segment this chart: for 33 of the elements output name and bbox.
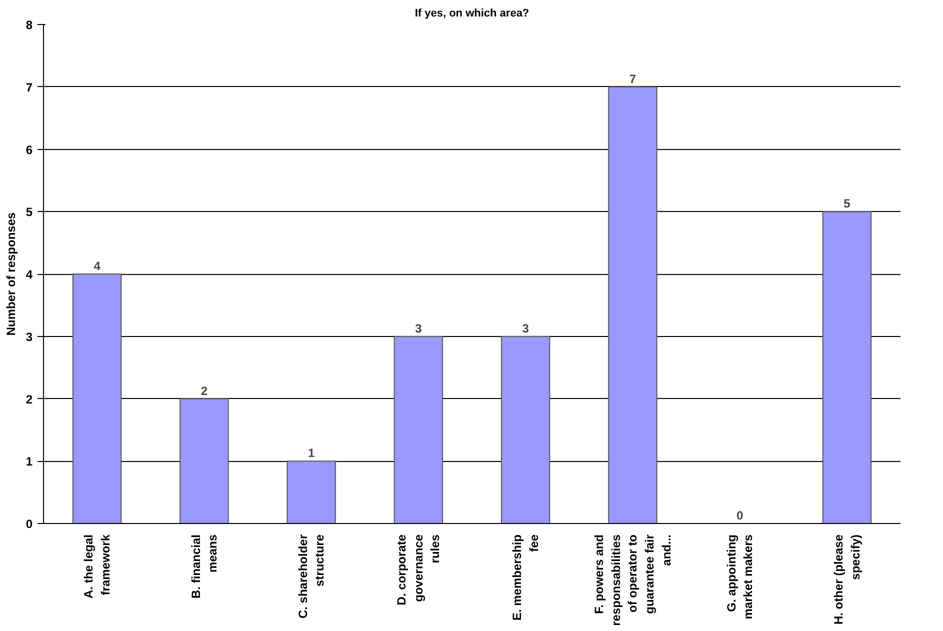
y-tick-label: 3	[26, 330, 33, 344]
data-label: 7	[629, 72, 636, 86]
bar	[822, 211, 872, 524]
y-tick-label: 6	[26, 142, 33, 157]
data-label: 0	[736, 508, 744, 522]
y-axis-title: Number of responses	[4, 212, 18, 336]
bar	[608, 86, 658, 524]
bar	[394, 336, 444, 524]
y-tick-label: 2	[26, 392, 33, 406]
y-tick-label: 7	[26, 80, 33, 94]
y-tick-label: 8	[26, 18, 33, 32]
data-label: 5	[844, 196, 851, 211]
data-label: 2	[200, 384, 208, 398]
y-tick-label: 1	[26, 454, 33, 469]
bar	[500, 336, 550, 524]
x-tick-label: C. shareholder structure	[296, 534, 327, 619]
x-tick-label: A. the legal framework	[82, 534, 112, 599]
x-tick-label: D. corporate governance rules	[394, 534, 442, 606]
x-tick-label: B. financial means	[188, 534, 220, 599]
x-tick-label: F. powers and responsabilities of operator to guarantee fair and...	[592, 534, 674, 626]
y-tick-label: 0	[26, 517, 33, 531]
x-tick-label: E. membership fee	[510, 534, 541, 621]
bar	[286, 460, 336, 524]
chart-title: If yes, on which area?	[414, 8, 530, 20]
bar	[180, 398, 229, 524]
y-tick-label: 4	[26, 268, 33, 282]
data-label: 3	[415, 321, 422, 336]
data-label: 4	[94, 259, 101, 273]
data-label: 1	[308, 446, 315, 460]
bar	[72, 274, 122, 524]
y-tick-label: 5	[26, 205, 33, 220]
x-tick-label: H. other (please specify)	[832, 534, 862, 625]
data-label: 3	[522, 321, 530, 336]
